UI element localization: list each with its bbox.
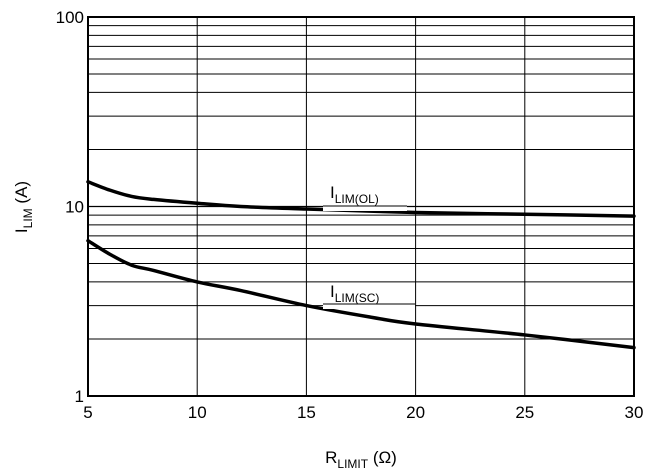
y-tick-label: 10 [65, 198, 84, 217]
x-axis-label-unit: (Ω) [368, 448, 397, 467]
x-tick-label: 25 [515, 403, 534, 422]
series-label-1: ILIM(SC) [330, 282, 379, 305]
x-tick-label: 30 [625, 403, 644, 422]
series-label-0: ILIM(OL) [330, 183, 379, 206]
series-label-sub: LIM(SC) [335, 291, 380, 305]
y-axis-label-sub: LIM [21, 208, 35, 228]
x-axis-label: RLIMIT (Ω) [325, 448, 397, 470]
x-tick-label: 20 [406, 403, 425, 422]
y-axis-label-unit: (A) [12, 181, 31, 208]
y-axis-label: ILIM (A) [12, 181, 35, 233]
x-tick-label: 5 [83, 403, 92, 422]
y-tick-label: 100 [56, 8, 84, 27]
series-labels: ILIM(OL) ILIM(SC) [323, 183, 415, 305]
y-tick-label: 1 [75, 387, 84, 406]
x-tick-label: 15 [297, 403, 316, 422]
x-tick-label: 10 [188, 403, 207, 422]
x-axis-label-main: R [325, 448, 337, 467]
series-label-sub: LIM(OL) [335, 192, 379, 206]
x-axis-label-sub: LIMIT [337, 457, 368, 470]
